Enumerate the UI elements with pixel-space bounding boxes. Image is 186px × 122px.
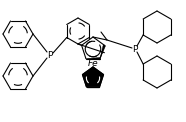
Text: P: P	[132, 45, 138, 54]
Polygon shape	[86, 57, 100, 60]
Text: P: P	[47, 51, 53, 60]
Text: Fe: Fe	[88, 59, 98, 67]
Polygon shape	[100, 45, 106, 59]
Polygon shape	[83, 67, 103, 87]
